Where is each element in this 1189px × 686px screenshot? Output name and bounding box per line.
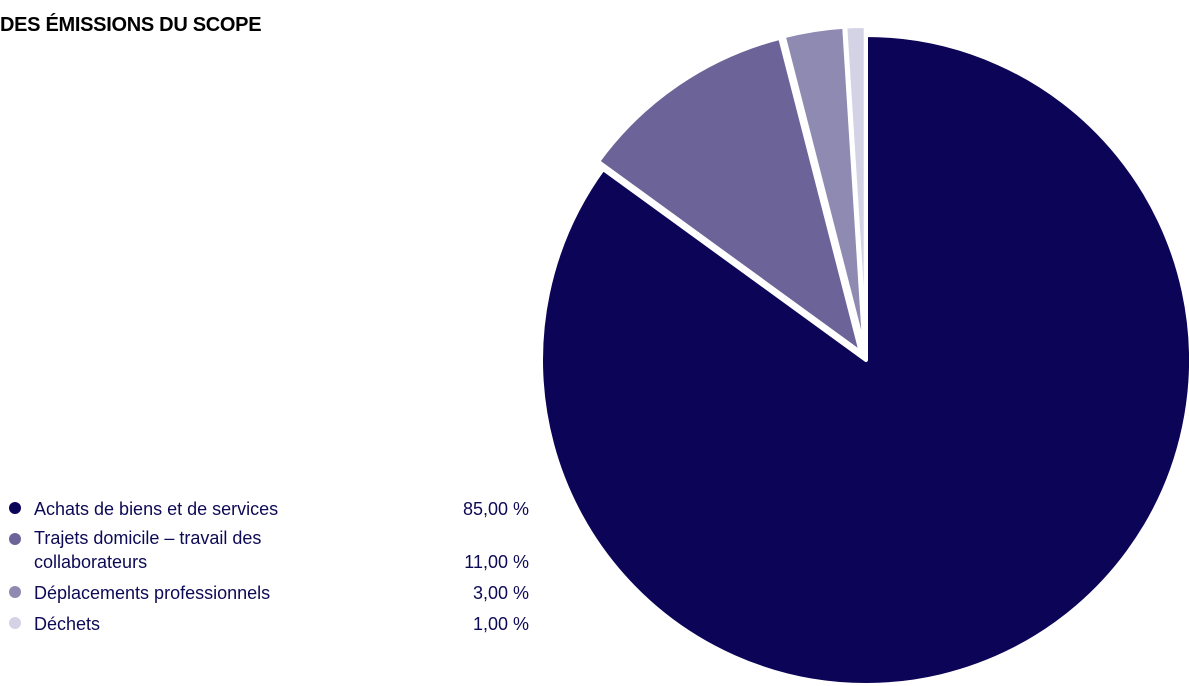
legend-label: Trajets domicile – travail des collabora… [34,528,262,572]
legend-swatch [9,617,21,629]
legend-item: Déchets 1,00 % [9,610,529,636]
pie-slice-dechets [843,24,868,354]
legend-label: Déplacements professionnels [34,583,271,603]
legend-value: 85,00 % [462,499,529,519]
legend-label: Achats de biens et de services [34,499,279,519]
pie-slice-trajets [596,35,863,355]
legend-label: Déchets [34,614,101,634]
legend: Achats de biens et de services 85,00 % T… [9,495,529,641]
legend-value: 11,00 % [464,552,529,572]
legend-item: Trajets domicile – travail des collabora… [9,526,529,574]
chart-title: DES ÉMISSIONS DU SCOPE [0,14,262,36]
legend-item: Déplacements professionnels 3,00 % [9,579,529,605]
legend-value: 1,00 % [472,614,529,634]
legend-item: Achats de biens et de services 85,00 % [9,495,529,521]
legend-value: 3,00 % [472,583,529,603]
legend-swatch [9,586,21,598]
legend-swatch [9,502,21,514]
legend-swatch [9,533,21,545]
pie-slice-achats [539,33,1189,686]
